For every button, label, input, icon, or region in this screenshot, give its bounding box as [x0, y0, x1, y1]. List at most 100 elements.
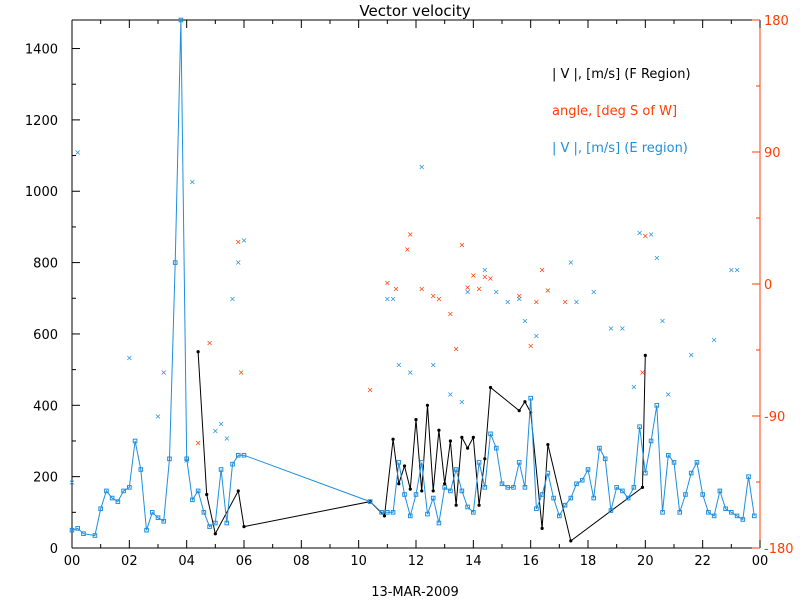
- data-point: [436, 520, 442, 526]
- cross-point: ×: [390, 295, 397, 304]
- data-point: [511, 485, 516, 490]
- data-point: [746, 474, 751, 479]
- data-point: [167, 456, 172, 462]
- cross-point: ×: [126, 353, 133, 362]
- cross-point: ×: [493, 287, 500, 296]
- data-point: [620, 488, 625, 494]
- data-point: [517, 409, 521, 413]
- cross-point: ×: [573, 298, 580, 307]
- data-point: [568, 495, 574, 501]
- cross-point: ×: [470, 271, 477, 280]
- data-point: [471, 435, 475, 440]
- x-tick-label: 06: [236, 554, 253, 569]
- cross-point: ×: [487, 274, 494, 283]
- data-point: [69, 527, 75, 533]
- data-point: [402, 492, 407, 497]
- cross-point: ×: [384, 295, 391, 304]
- y-tick-label: 1400: [25, 43, 58, 58]
- data-point: [448, 439, 452, 443]
- data-point: [688, 470, 694, 476]
- cross-point: ×: [464, 283, 471, 292]
- cross-point: ×: [481, 273, 488, 282]
- data-point: [740, 517, 746, 522]
- data-point: [420, 489, 424, 493]
- data-point: [408, 487, 412, 491]
- data-point: [723, 506, 728, 512]
- cross-point: ×: [160, 368, 167, 377]
- data-point: [236, 489, 240, 493]
- data-point: [579, 477, 585, 483]
- data-point: [184, 456, 189, 462]
- x-tick-label: 04: [178, 554, 195, 569]
- cross-point: ×: [223, 434, 230, 443]
- data-point: [545, 470, 551, 476]
- data-point: [448, 488, 453, 494]
- data-point: [242, 524, 246, 529]
- data-point: [466, 446, 470, 450]
- series-layer: ××××××××××× ×××××××× ×××××××××××××××××××××…: [69, 17, 757, 543]
- cross-point: ×: [74, 148, 81, 157]
- data-point: [241, 452, 247, 458]
- data-point: [488, 385, 493, 390]
- data-point: [751, 513, 757, 519]
- cross-point: ×: [567, 258, 574, 267]
- data-point: [643, 353, 647, 357]
- data-point: [178, 17, 184, 23]
- y-tick-label: 1200: [25, 114, 58, 129]
- cross-point: ×: [229, 295, 236, 304]
- data-point: [382, 514, 387, 518]
- data-point: [453, 467, 459, 472]
- cross-point: ×: [235, 237, 242, 246]
- cross-point: ×: [459, 397, 466, 406]
- x-tick-label: 12: [408, 554, 425, 569]
- data-point: [213, 520, 218, 526]
- data-point: [155, 515, 161, 520]
- legend-entry: | V |, [m/s] (E region): [552, 141, 688, 156]
- cross-point: ×: [642, 232, 649, 241]
- data-point: [425, 403, 430, 407]
- x-tick-label: 02: [121, 554, 138, 569]
- y-tick-label: 0: [50, 542, 58, 557]
- data-point: [460, 435, 464, 440]
- data-point: [149, 510, 155, 515]
- legend-entry: angle, [deg S of W]: [552, 104, 677, 119]
- data-point: [391, 437, 395, 441]
- right-y-tick-label: -180: [764, 542, 794, 557]
- right-y-tick-label: 90: [764, 146, 781, 161]
- data-point: [700, 492, 705, 497]
- data-point: [522, 485, 528, 490]
- data-point: [482, 485, 488, 490]
- x-tick-label: 16: [522, 554, 539, 569]
- data-point: [367, 499, 373, 504]
- chart-title: Vector velocity: [359, 2, 470, 20]
- series-0: [196, 350, 647, 543]
- cross-point: ×: [728, 265, 735, 274]
- data-point: [195, 488, 201, 494]
- axis-ticks: 00 02 04 06 08 10 12 14 16 18 20 22 0002004006008001…: [25, 14, 794, 569]
- data-point: [540, 526, 544, 530]
- cross-point: ×: [430, 292, 437, 301]
- data-point: [109, 495, 115, 501]
- x-tick-label: 20: [637, 554, 654, 569]
- cross-point: ×: [636, 229, 643, 238]
- cross-point: ×: [648, 230, 655, 239]
- x-axis-label: 13-MAR-2009: [371, 585, 459, 600]
- data-point: [430, 495, 436, 501]
- data-point: [465, 504, 470, 510]
- cross-point: ×: [418, 163, 425, 172]
- cross-point: ×: [195, 438, 202, 447]
- data-point: [218, 467, 224, 472]
- cross-point: ×: [619, 324, 626, 333]
- legend-entry: | V |, [m/s] (F Region): [552, 67, 691, 82]
- cross-point: ×: [516, 295, 523, 304]
- data-point: [585, 467, 591, 472]
- cross-point: ×: [218, 419, 225, 428]
- cross-point: ×: [407, 230, 414, 239]
- data-point: [81, 531, 86, 537]
- data-point: [569, 539, 573, 543]
- data-point: [706, 510, 711, 515]
- cross-point: ×: [516, 292, 523, 301]
- data-point: [413, 492, 419, 497]
- data-point: [597, 445, 602, 451]
- x-tick-label: 08: [293, 554, 310, 569]
